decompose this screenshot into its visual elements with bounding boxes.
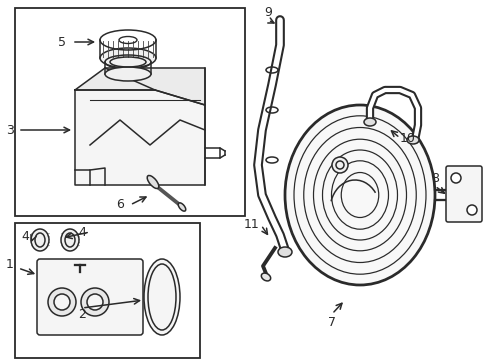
Ellipse shape [178,203,186,211]
Text: 3: 3 [6,123,14,136]
Text: 5: 5 [58,36,66,49]
Polygon shape [75,90,205,185]
Text: 10: 10 [400,131,416,144]
Circle shape [48,288,76,316]
Text: 2: 2 [78,309,86,321]
Text: 7: 7 [328,315,336,328]
Ellipse shape [147,175,159,189]
Bar [15,223,200,358]
Text: 4: 4 [78,225,86,238]
Ellipse shape [105,67,151,81]
Text: 4: 4 [21,230,29,243]
Circle shape [332,157,348,173]
Bar [15,8,245,216]
Ellipse shape [261,273,270,281]
Circle shape [451,173,461,183]
FancyBboxPatch shape [37,259,143,335]
Ellipse shape [100,48,156,68]
Ellipse shape [61,229,79,251]
Text: 6: 6 [116,198,124,211]
Text: 1: 1 [6,258,14,271]
Polygon shape [75,68,205,105]
Text: 9: 9 [264,5,272,18]
FancyBboxPatch shape [446,166,482,222]
Text: 8: 8 [431,171,439,184]
Circle shape [54,294,70,310]
Circle shape [81,288,109,316]
Ellipse shape [285,105,435,285]
Ellipse shape [31,229,49,251]
Circle shape [467,205,477,215]
Circle shape [87,294,103,310]
Ellipse shape [278,247,292,257]
Ellipse shape [407,136,419,144]
Text: 11: 11 [244,219,260,231]
Ellipse shape [144,259,180,335]
Ellipse shape [364,118,376,126]
